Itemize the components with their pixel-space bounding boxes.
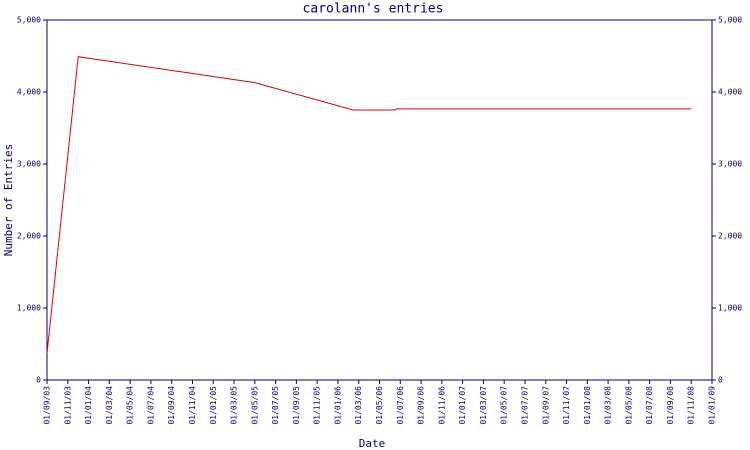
x-tick-label: 01/09/06 [417, 386, 426, 425]
x-tick-label: 01/03/04 [105, 386, 114, 425]
x-tick-label: 01/01/08 [583, 386, 592, 425]
y-tick-label: 0 [36, 376, 41, 385]
x-tick-label: 01/07/05 [271, 386, 280, 425]
x-tick-label: 01/01/05 [209, 386, 218, 425]
x-tick-label: 01/09/03 [43, 386, 52, 425]
x-tick-label: 01/05/07 [500, 386, 509, 425]
x-tick-label: 01/07/08 [645, 386, 654, 425]
x-tick-label: 01/11/05 [313, 386, 322, 425]
x-tick-label: 01/03/05 [230, 386, 239, 425]
x-tick-label: 01/11/04 [188, 386, 197, 425]
x-tick-label: 01/05/08 [624, 386, 633, 425]
x-tick-label: 01/03/06 [354, 386, 363, 425]
y2-tick-label: 4,000 [718, 88, 742, 97]
x-tick-label: 01/05/05 [250, 386, 259, 425]
y-tick-label: 3,000 [17, 160, 41, 169]
x-tick-label: 01/05/04 [126, 386, 135, 425]
y-axis-label: Number of Entries [2, 144, 15, 257]
y2-tick-label: 1,000 [718, 304, 742, 313]
y-tick-label: 4,000 [17, 88, 41, 97]
x-tick-label: 01/09/07 [541, 386, 550, 425]
y2-tick-label: 3,000 [718, 160, 742, 169]
x-tick-label: 01/05/06 [375, 386, 384, 425]
y2-tick-label: 2,000 [718, 232, 742, 241]
plot-frame [46, 19, 713, 381]
y-tick-label: 5,000 [17, 16, 41, 25]
x-tick-label: 01/11/06 [437, 386, 446, 425]
x-tick-label: 01/09/04 [167, 386, 176, 425]
y2-tick-label: 0 [718, 376, 723, 385]
x-tick-label: 01/07/06 [396, 386, 405, 425]
x-tick-label: 01/03/08 [604, 386, 613, 425]
x-tick-label: 01/11/03 [63, 386, 72, 425]
x-axis-label: Date [359, 437, 386, 450]
data-line [46, 56, 692, 354]
x-tick-label: 01/07/07 [520, 386, 529, 425]
x-tick-label: 01/11/08 [687, 386, 696, 425]
y2-tick-label: 5,000 [718, 16, 742, 25]
x-tick-label: 01/09/05 [292, 386, 301, 425]
y-tick-label: 2,000 [17, 232, 41, 241]
x-tick-label: 01/01/06 [333, 386, 342, 425]
x-tick-label: 01/07/04 [146, 386, 155, 425]
x-tick-label: 01/01/07 [458, 386, 467, 425]
x-tick-label: 01/01/04 [84, 386, 93, 425]
y-tick-label: 1,000 [17, 304, 41, 313]
chart-title: carolann's entries [303, 2, 444, 17]
x-tick-label: 01/11/07 [562, 386, 571, 425]
x-tick-label: 01/09/08 [666, 386, 675, 425]
x-tick-label: 01/03/07 [479, 386, 488, 425]
x-tick-label: 01/01/09 [708, 386, 717, 425]
